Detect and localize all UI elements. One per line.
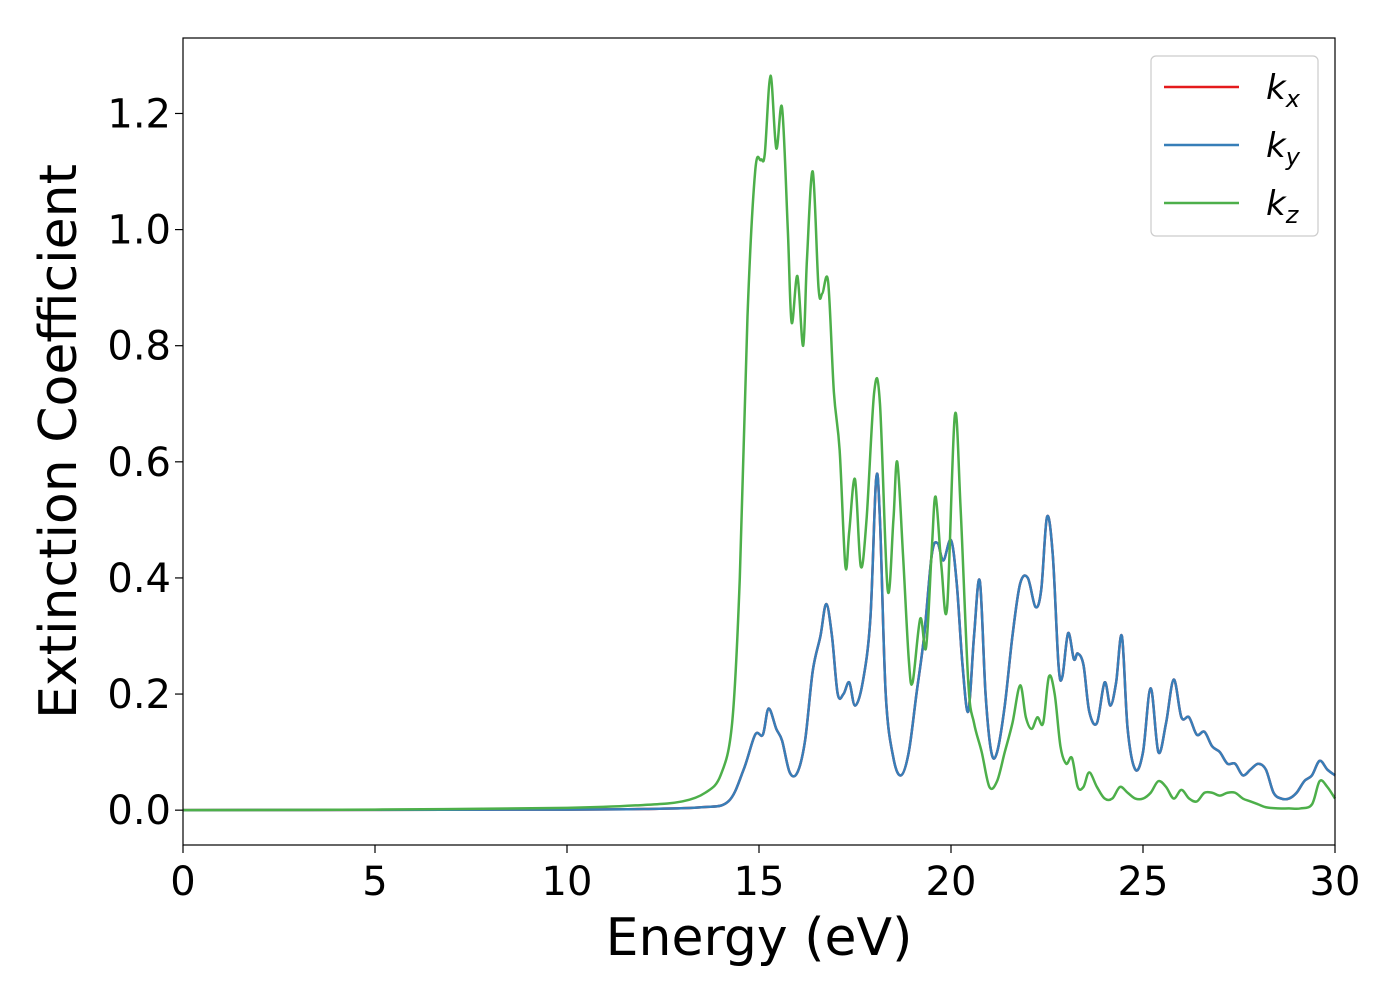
ticks-layer: 0 5 10 15 20 25 30 0.0 0.2 0.4 0.6 0.8 1.0 1.2 bbox=[107, 91, 1360, 905]
y-tick-label: 1.2 bbox=[107, 91, 171, 137]
x-tick-label: 20 bbox=[926, 859, 977, 905]
x-tick-label: 0 bbox=[170, 859, 195, 905]
legend-label-kz: kz bbox=[1266, 184, 1300, 229]
x-axis-label: Energy (eV) bbox=[606, 908, 913, 968]
y-tick-label: 1.0 bbox=[107, 208, 171, 254]
y-tick-label: 0.2 bbox=[107, 672, 171, 718]
x-tick-label: 10 bbox=[542, 859, 593, 905]
series-layer bbox=[182, 74, 1337, 812]
x-tick-label: 30 bbox=[1310, 859, 1361, 905]
legend-label-kx: kx bbox=[1266, 68, 1301, 113]
legend-label-ky: ky bbox=[1266, 126, 1301, 171]
series-line-kz bbox=[182, 74, 1337, 812]
x-tick-label: 5 bbox=[362, 859, 387, 905]
legend: kx ky kz bbox=[1150, 55, 1319, 237]
series-line-ky bbox=[182, 472, 1336, 812]
series-line-kx bbox=[182, 472, 1336, 812]
y-tick-label: 0.4 bbox=[107, 556, 171, 602]
x-tick-label: 25 bbox=[1118, 859, 1169, 905]
y-tick-label: 0.8 bbox=[107, 324, 171, 370]
y-tick-label: 0.0 bbox=[107, 788, 171, 834]
y-axis-label: Extinction Coefficient bbox=[29, 164, 89, 719]
y-tick-label: 0.6 bbox=[107, 440, 171, 486]
x-tick-label: 15 bbox=[734, 859, 785, 905]
